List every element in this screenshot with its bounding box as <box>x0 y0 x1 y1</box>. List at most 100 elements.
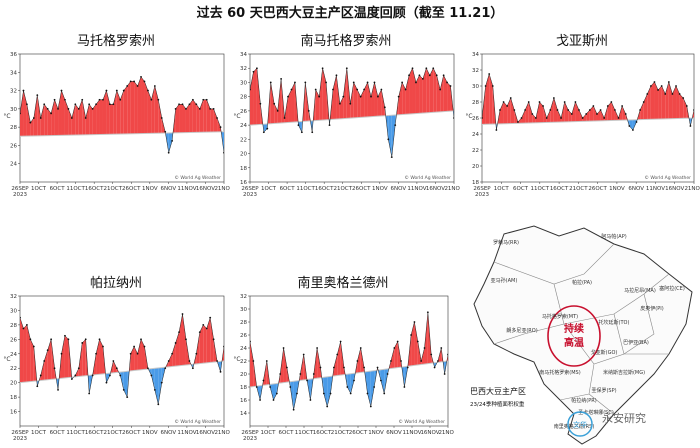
data-point <box>545 117 548 119</box>
above-normal-segment <box>20 317 24 383</box>
data-point <box>119 98 122 101</box>
data-point <box>119 374 122 377</box>
above-normal-segment <box>390 348 395 369</box>
data-point <box>667 81 670 83</box>
data-point <box>484 85 487 87</box>
above-normal-segment <box>607 102 612 121</box>
data-point <box>397 95 400 98</box>
above-normal-segment <box>58 90 62 136</box>
above-normal-segment <box>217 118 221 132</box>
data-point <box>202 98 205 101</box>
above-normal-segment <box>600 110 605 121</box>
above-normal-segment <box>147 90 152 134</box>
x-tick-label: 21NOV <box>438 430 454 436</box>
y-tick-label: 20 <box>10 381 17 387</box>
data-point <box>84 338 87 341</box>
above-normal-segment <box>253 68 257 125</box>
data-point <box>43 360 46 362</box>
above-normal-segment <box>154 86 159 134</box>
above-normal-segment <box>192 99 197 133</box>
data-point <box>74 374 77 377</box>
data-point <box>373 386 376 388</box>
x-tick-label: 6NOV <box>391 186 407 192</box>
map-region-label: 南里奥格兰德(RS) <box>554 423 595 430</box>
above-normal-segment <box>44 104 48 136</box>
data-point <box>22 89 25 92</box>
data-point <box>495 129 498 131</box>
x-tick-label: 1OCT <box>494 186 510 192</box>
x-tick-label: 21NOV <box>214 430 230 436</box>
data-point <box>635 121 638 123</box>
x-tick-label: 16OCT <box>313 430 332 436</box>
above-normal-segment <box>68 108 72 136</box>
data-point <box>70 378 73 380</box>
above-normal-segment <box>203 99 207 133</box>
data-point <box>649 85 652 87</box>
x-tick-label: 6OCT <box>513 186 529 192</box>
data-point <box>383 106 386 109</box>
y-tick-label: 30 <box>240 307 247 313</box>
above-normal-segment <box>82 99 86 135</box>
above-normal-segment <box>394 341 398 369</box>
chart-title: 南马托格罗索州 <box>300 34 392 49</box>
above-normal-segment <box>647 86 651 120</box>
series-line <box>250 312 448 410</box>
y-tick-label: 24 <box>240 346 247 352</box>
data-point <box>126 85 129 87</box>
map-subtitle: 23/24季种植面积权重 <box>470 400 525 408</box>
data-point <box>599 109 602 111</box>
above-normal-segment <box>78 99 83 135</box>
data-point <box>140 75 142 78</box>
above-normal-segment <box>374 82 378 117</box>
x-tick-label: 16NOV <box>196 430 215 436</box>
data-point <box>377 95 379 98</box>
x-tick-label: 11OCT <box>531 186 550 192</box>
above-normal-segment <box>172 342 176 367</box>
data-point <box>205 98 208 101</box>
data-point <box>136 352 139 355</box>
data-point <box>256 67 258 70</box>
above-normal-segment <box>206 317 211 363</box>
data-point <box>689 125 692 127</box>
data-point <box>435 74 438 77</box>
map-region-label: 马托格罗索(MT) <box>542 313 578 320</box>
map-region-label: 帕拉(PA) <box>572 279 592 286</box>
y-tick-label: 22 <box>472 148 479 154</box>
data-point <box>84 117 87 119</box>
data-point <box>671 93 674 95</box>
data-point <box>255 386 258 388</box>
x-tick-label: 6NOV <box>386 430 402 436</box>
data-point <box>178 103 180 106</box>
data-point <box>390 156 393 159</box>
x-tick-label: 6OCT <box>50 430 66 436</box>
data-point <box>64 98 66 101</box>
data-point <box>403 386 406 388</box>
below-normal-segment <box>276 383 279 394</box>
y-tick-label: 30 <box>240 80 247 86</box>
above-normal-segment <box>654 82 659 120</box>
above-normal-segment <box>61 335 65 379</box>
data-point <box>143 80 146 83</box>
data-point <box>115 367 118 370</box>
chart-panel-goias: 戈亚斯州 18 20 22 24 26 28 30 32 34 °C 26SEP 2023 1OCT 6O… <box>464 26 700 204</box>
data-point <box>664 93 667 95</box>
above-normal-segment <box>436 75 441 113</box>
above-normal-segment <box>61 90 65 136</box>
y-tick-label: 30 <box>472 84 479 90</box>
above-normal-segment <box>419 75 423 114</box>
data-point <box>297 124 300 127</box>
above-normal-segment <box>89 104 93 135</box>
y-axis-label: °C <box>3 113 10 120</box>
above-normal-segment <box>355 361 358 374</box>
above-normal-segment <box>535 102 540 123</box>
data-point <box>36 94 39 97</box>
x-tick-label: 11NOV <box>177 430 196 436</box>
x-tick-label: 26OCT <box>352 186 371 192</box>
data-point <box>556 109 559 111</box>
above-normal-segment <box>593 106 597 122</box>
above-normal-segment <box>543 106 547 123</box>
above-normal-segment <box>185 104 190 133</box>
data-point <box>307 109 310 112</box>
data-point <box>112 103 115 106</box>
